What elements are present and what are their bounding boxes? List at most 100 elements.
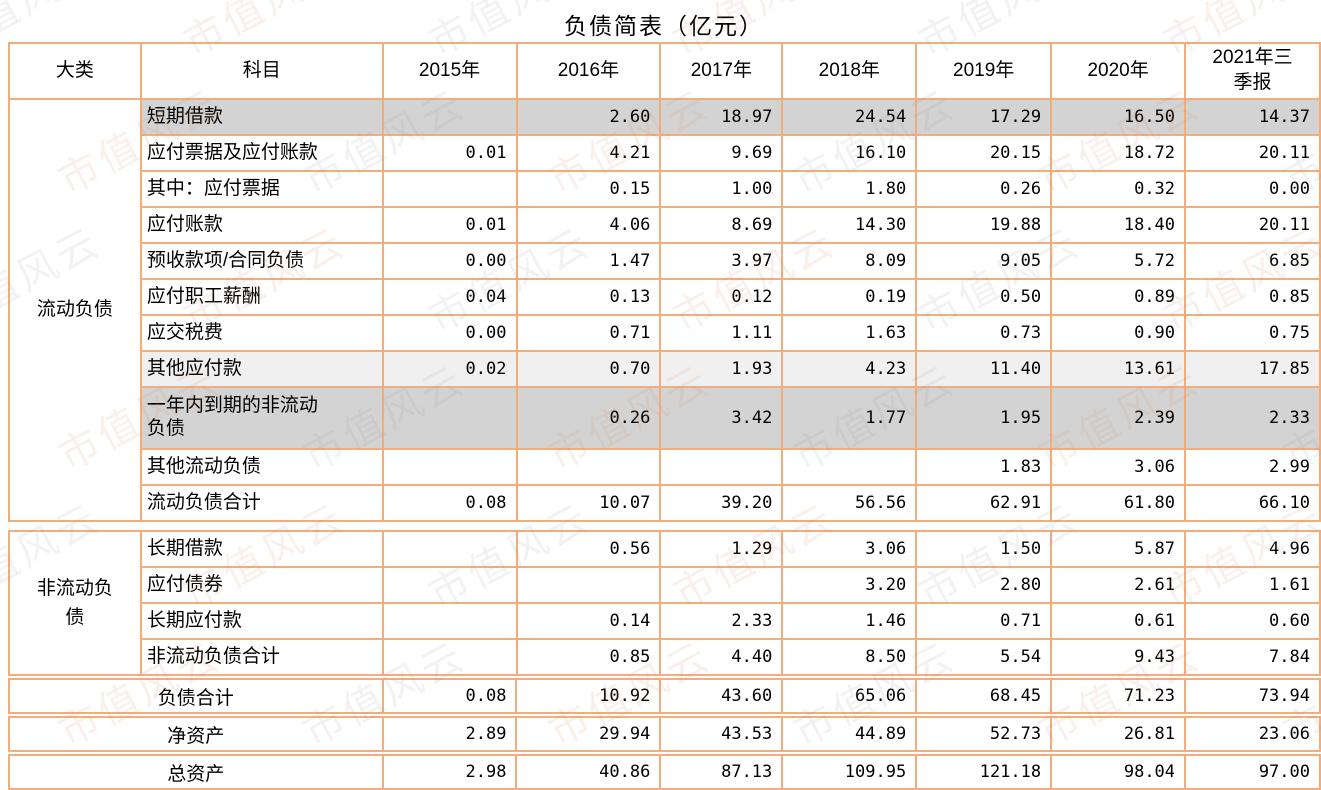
cell-value: 0.73	[915, 314, 1053, 352]
row-label-text: 其他流动负债	[146, 455, 261, 477]
cell-value-text: 0.50	[1000, 287, 1042, 307]
cell-value: 0.19	[781, 278, 918, 316]
column-header-text: 科目	[242, 59, 281, 81]
column-header-text: 2021年三季报	[1212, 47, 1293, 93]
cell-value: 3.06	[781, 530, 918, 568]
cell-value: 0.90	[1050, 314, 1187, 352]
cell-value-text: 5.87	[1134, 539, 1176, 559]
cell-value-text: 24.54	[855, 107, 907, 127]
cell-value-text: 1.93	[731, 359, 773, 379]
cell-value-text: 121.18	[979, 762, 1042, 782]
cell-value: 8.69	[659, 206, 784, 244]
cell-value: 62.91	[915, 484, 1053, 522]
row-label: 短期借款	[139, 98, 384, 136]
row-label-text: 长期借款	[146, 537, 223, 559]
cell-value: 1.61	[1184, 566, 1321, 604]
cell-value-text: 52.73	[989, 724, 1042, 744]
column-header: 2017年	[659, 42, 784, 100]
cell-value: 20.11	[1184, 206, 1321, 244]
cell-value	[381, 602, 518, 640]
cell-value-text: 29.94	[599, 724, 651, 744]
summary-label-text: 净资产	[167, 725, 225, 747]
row-label: 其中：应付票据	[139, 170, 384, 208]
cell-value-text: 7.84	[1269, 647, 1310, 667]
noncurrent-liabilities-table: 非流动负债 长期借款 0.56 1.29 3.06 1.50 5.87 4.96 应付债券 3.2…	[8, 530, 1321, 676]
cell-value: 2.98	[381, 754, 518, 790]
cell-value: 52.73	[915, 716, 1053, 752]
row-label: 流动负债合计	[139, 484, 384, 522]
row-label-text: 其中：应付票据	[146, 177, 280, 199]
cell-value: 0.50	[915, 278, 1053, 316]
cell-value-text: 0.71	[1000, 611, 1042, 631]
cell-value: 20.15	[915, 134, 1053, 172]
row-label: 预收款项/合同负债	[139, 242, 384, 280]
cell-value: 26.81	[1050, 716, 1186, 752]
table-title: 负债简表（亿元）	[564, 13, 764, 39]
cell-value-text: 11.40	[989, 359, 1042, 379]
cell-value: 2.89	[381, 716, 518, 752]
column-header-text: 大类	[55, 59, 94, 81]
cell-value-text: 0.01	[465, 215, 507, 235]
cell-value: 65.06	[781, 678, 918, 714]
cell-value-text: 19.88	[989, 215, 1042, 235]
cell-value: 4.21	[515, 134, 662, 172]
cell-value-text: 5.54	[1000, 647, 1042, 667]
cell-value-text: 0.13	[609, 287, 651, 307]
cell-value-text: 97.00	[1258, 762, 1310, 782]
cell-value	[381, 98, 518, 136]
cell-value-text: 13.61	[1123, 359, 1176, 379]
summary-label: 总资产	[8, 754, 384, 790]
cell-value: 5.87	[1050, 530, 1187, 568]
cell-value-text: 8.69	[731, 215, 773, 235]
cell-value	[515, 566, 662, 604]
cell-value: 16.10	[781, 134, 918, 172]
cell-value: 3.20	[781, 566, 918, 604]
cell-value: 0.60	[1184, 602, 1321, 640]
cell-value-text: 1.63	[865, 323, 907, 343]
table-row: 一年内到期的非流动负债 0.26 3.42 1.77 1.95 2.39 2.33	[9, 386, 1321, 450]
cell-value: 5.54	[915, 638, 1053, 676]
cell-value: 0.56	[515, 530, 662, 568]
cell-value-text: 6.85	[1269, 251, 1310, 271]
table-row: 长期应付款 0.14 2.33 1.46 0.71 0.61 0.60	[9, 602, 1321, 640]
cell-value-text: 71.23	[1123, 686, 1175, 706]
cell-value-text: 18.72	[1123, 143, 1176, 163]
column-header: 科目	[139, 42, 384, 100]
cell-value: 0.08	[381, 484, 518, 522]
row-label: 应付债券	[139, 566, 384, 604]
column-header: 2019年	[915, 42, 1053, 100]
cell-value-text: 1.46	[865, 611, 907, 631]
cell-value-text: 10.07	[599, 493, 651, 513]
column-header-text: 2016年	[557, 59, 620, 81]
table-row: 非流动负债合计 0.85 4.40 8.50 5.54 9.43 7.84	[9, 638, 1321, 676]
cell-value-text: 43.60	[721, 686, 773, 706]
cell-value: 2.33	[1184, 386, 1321, 450]
cell-value: 56.56	[781, 484, 918, 522]
cell-value: 0.01	[381, 134, 518, 172]
cell-value: 3.42	[659, 386, 784, 450]
cell-value-text: 0.90	[1134, 323, 1176, 343]
cell-value: 10.92	[515, 678, 662, 714]
cell-value-text: 2.89	[465, 724, 507, 744]
cell-value-text: 16.10	[855, 143, 907, 163]
cell-value: 4.96	[1184, 530, 1321, 568]
cell-value: 8.50	[781, 638, 918, 676]
cell-value-text: 0.00	[465, 323, 507, 343]
cell-value: 0.61	[1050, 602, 1187, 640]
cell-value: 1.83	[915, 448, 1053, 486]
cell-value-text: 87.13	[721, 762, 773, 782]
cell-value: 0.13	[515, 278, 662, 316]
row-label: 长期应付款	[139, 602, 384, 640]
table-row: 预收款项/合同负债 0.00 1.47 3.97 8.09 9.05 5.72 6.85	[9, 242, 1321, 280]
column-header-text: 2018年	[818, 59, 880, 81]
cell-value: 7.84	[1184, 638, 1321, 676]
row-label: 应付票据及应付账款	[139, 134, 384, 172]
cell-value: 18.40	[1050, 206, 1187, 244]
group-label-text: 非流动负债	[36, 577, 113, 628]
cell-value-text: 0.08	[465, 493, 507, 513]
cell-value: 0.14	[515, 602, 662, 640]
table-row: 流动负债合计 0.08 10.07 39.20 56.56 62.91 61.80 66.10	[9, 484, 1321, 522]
column-header: 2021年三季报	[1184, 42, 1321, 100]
cell-value-text: 0.00	[465, 251, 507, 271]
cell-value	[381, 386, 518, 450]
